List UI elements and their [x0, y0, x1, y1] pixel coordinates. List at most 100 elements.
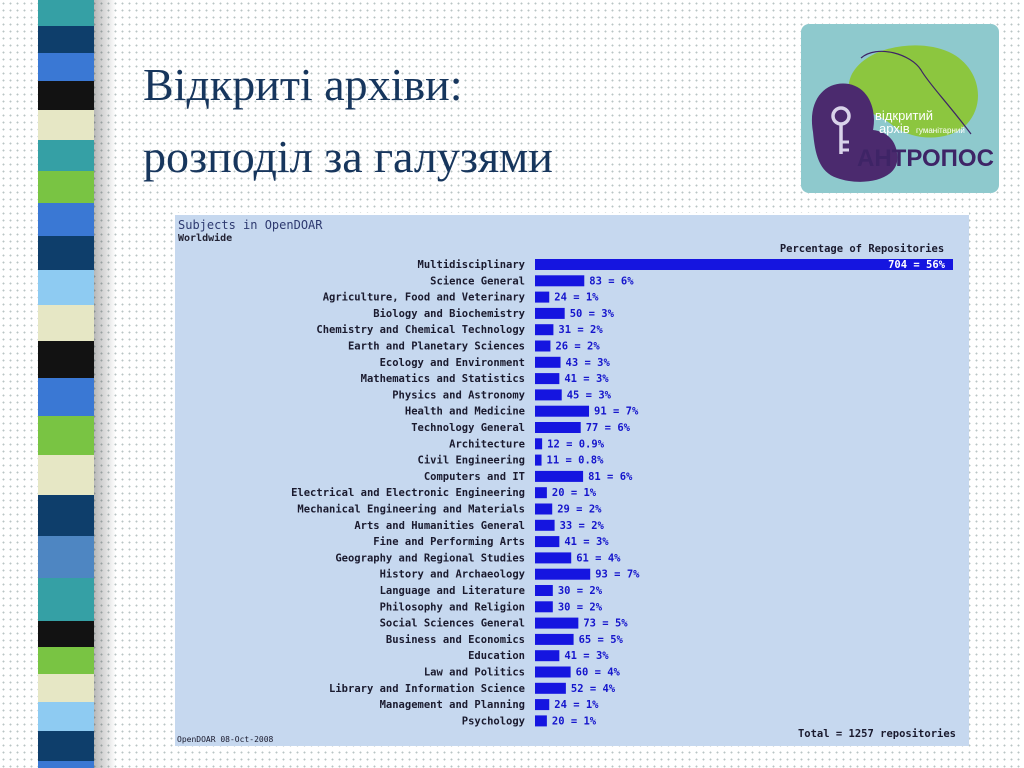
chart-subtitle: Worldwide — [178, 232, 232, 244]
bar — [535, 487, 547, 499]
slide-title-line-2: розподіл за галузями — [143, 131, 553, 182]
stripe-segment — [38, 731, 94, 761]
bar — [535, 259, 953, 270]
category-label: Mathematics and Statistics — [361, 373, 525, 385]
stripe-segment — [38, 378, 94, 416]
bar — [535, 389, 562, 401]
bar — [535, 454, 542, 466]
bar — [535, 601, 553, 613]
category-label: Chemistry and Chemical Technology — [316, 324, 525, 336]
bar — [535, 340, 551, 352]
category-label: Law and Politics — [424, 667, 525, 679]
bar — [535, 585, 553, 596]
category-label: Health and Medicine — [405, 406, 525, 418]
category-label: Science General — [430, 275, 525, 287]
logo-text-3: гуманітарний — [916, 126, 965, 135]
category-label: Electrical and Electronic Engineering — [291, 487, 525, 499]
stripe-segment — [38, 647, 94, 674]
slide-title-line-1: Відкриті архіви: — [143, 59, 463, 110]
stripe-segment — [38, 270, 94, 305]
category-label: Earth and Planetary Sciences — [348, 341, 525, 353]
stripe-segment — [38, 761, 94, 768]
value-label: 52 = 4% — [571, 683, 616, 695]
key-icon — [831, 106, 851, 154]
value-label: 41 = 3% — [564, 536, 609, 548]
chart-panel: Subjects in OpenDOAR Worldwide Percentag… — [175, 213, 969, 746]
value-label: 77 = 6% — [586, 422, 631, 434]
stripe-segment — [38, 140, 94, 171]
bar — [535, 307, 565, 319]
bar — [535, 519, 555, 531]
stripe-segment — [38, 26, 94, 53]
value-label: 31 = 2% — [558, 324, 603, 336]
category-label: Mechanical Engineering and Materials — [297, 504, 525, 516]
logo-green-blob — [848, 45, 979, 138]
category-label: Computers and IT — [424, 471, 525, 483]
bar — [535, 682, 566, 694]
logo-text-1: відкритий — [875, 108, 933, 123]
stripe-segment — [38, 536, 94, 578]
value-label: 41 = 3% — [564, 650, 609, 662]
bar — [535, 373, 560, 385]
value-label: 24 = 1% — [554, 699, 599, 711]
value-label: 61 = 4% — [576, 552, 621, 564]
logo-curve — [860, 50, 972, 135]
value-label: 43 = 3% — [566, 357, 611, 369]
bar — [535, 650, 560, 662]
value-label: 33 = 2% — [560, 520, 605, 532]
value-label: 91 = 7% — [594, 406, 639, 418]
bar — [535, 552, 572, 564]
stripe-segment — [38, 621, 94, 647]
stripe-segment — [38, 203, 94, 236]
category-label: Social Sciences General — [380, 618, 525, 630]
value-label: 20 = 1% — [552, 715, 597, 727]
category-label: Geography and Regional Studies — [335, 552, 525, 564]
decorative-stripe — [38, 0, 94, 768]
category-label: Technology General — [411, 422, 525, 434]
category-label: Psychology — [462, 715, 526, 727]
bar — [535, 536, 560, 548]
stripe-segment — [38, 110, 94, 140]
bar-chart: Subjects in OpenDOAR Worldwide Percentag… — [177, 218, 956, 744]
category-label: Library and Information Science — [329, 683, 525, 695]
category-label: Ecology and Environment — [380, 357, 525, 369]
value-label: 45 = 3% — [567, 389, 612, 401]
antropos-logo: відкритий архів гуманітарний АНТРОПОС — [801, 24, 999, 193]
value-label: 12 = 0.9% — [547, 438, 605, 450]
chart-title: Subjects in OpenDOAR — [178, 218, 323, 232]
category-label: Fine and Performing Arts — [373, 536, 525, 548]
value-label: 65 = 5% — [579, 634, 624, 646]
category-label: Language and Literature — [380, 585, 525, 597]
value-label: 704 = 56% — [888, 259, 946, 271]
logo-purple-blob — [811, 83, 898, 182]
stripe-segment — [38, 674, 94, 702]
value-label: 20 = 1% — [552, 487, 597, 499]
chart-total: Total = 1257 repositories — [798, 728, 956, 740]
category-label: Biology and Biochemistry — [373, 308, 525, 320]
bar — [535, 275, 585, 287]
category-label: History and Archaeology — [380, 569, 526, 581]
bar — [535, 666, 571, 678]
logo-graphic: відкритий архів гуманітарний АНТРОПОС — [811, 45, 994, 182]
stripe-segment — [38, 495, 94, 536]
stripe-segment — [38, 702, 94, 731]
chart-footer: OpenDOAR 08-Oct-2008 — [177, 735, 274, 744]
bar — [535, 438, 543, 450]
stripe-segment — [38, 305, 94, 341]
bar — [535, 715, 547, 727]
value-label: 50 = 3% — [570, 308, 615, 320]
value-label: 24 = 1% — [554, 292, 599, 304]
value-label: 93 = 7% — [595, 569, 640, 581]
category-label: Education — [468, 650, 525, 662]
bar — [535, 356, 561, 368]
stripe-segment — [38, 53, 94, 81]
value-label: 30 = 2% — [558, 585, 603, 597]
stripe-segment — [38, 81, 94, 110]
category-label: Multidisciplinary — [418, 259, 526, 271]
bars-group: Multidisciplinary 704 = 56% Science Genera… — [291, 259, 953, 727]
stripe-segment — [38, 236, 94, 270]
value-label: 73 = 5% — [583, 618, 628, 630]
category-label: Agriculture, Food and Veterinary — [323, 292, 526, 304]
category-label: Business and Economics — [386, 634, 525, 646]
category-label: Management and Planning — [380, 699, 525, 711]
